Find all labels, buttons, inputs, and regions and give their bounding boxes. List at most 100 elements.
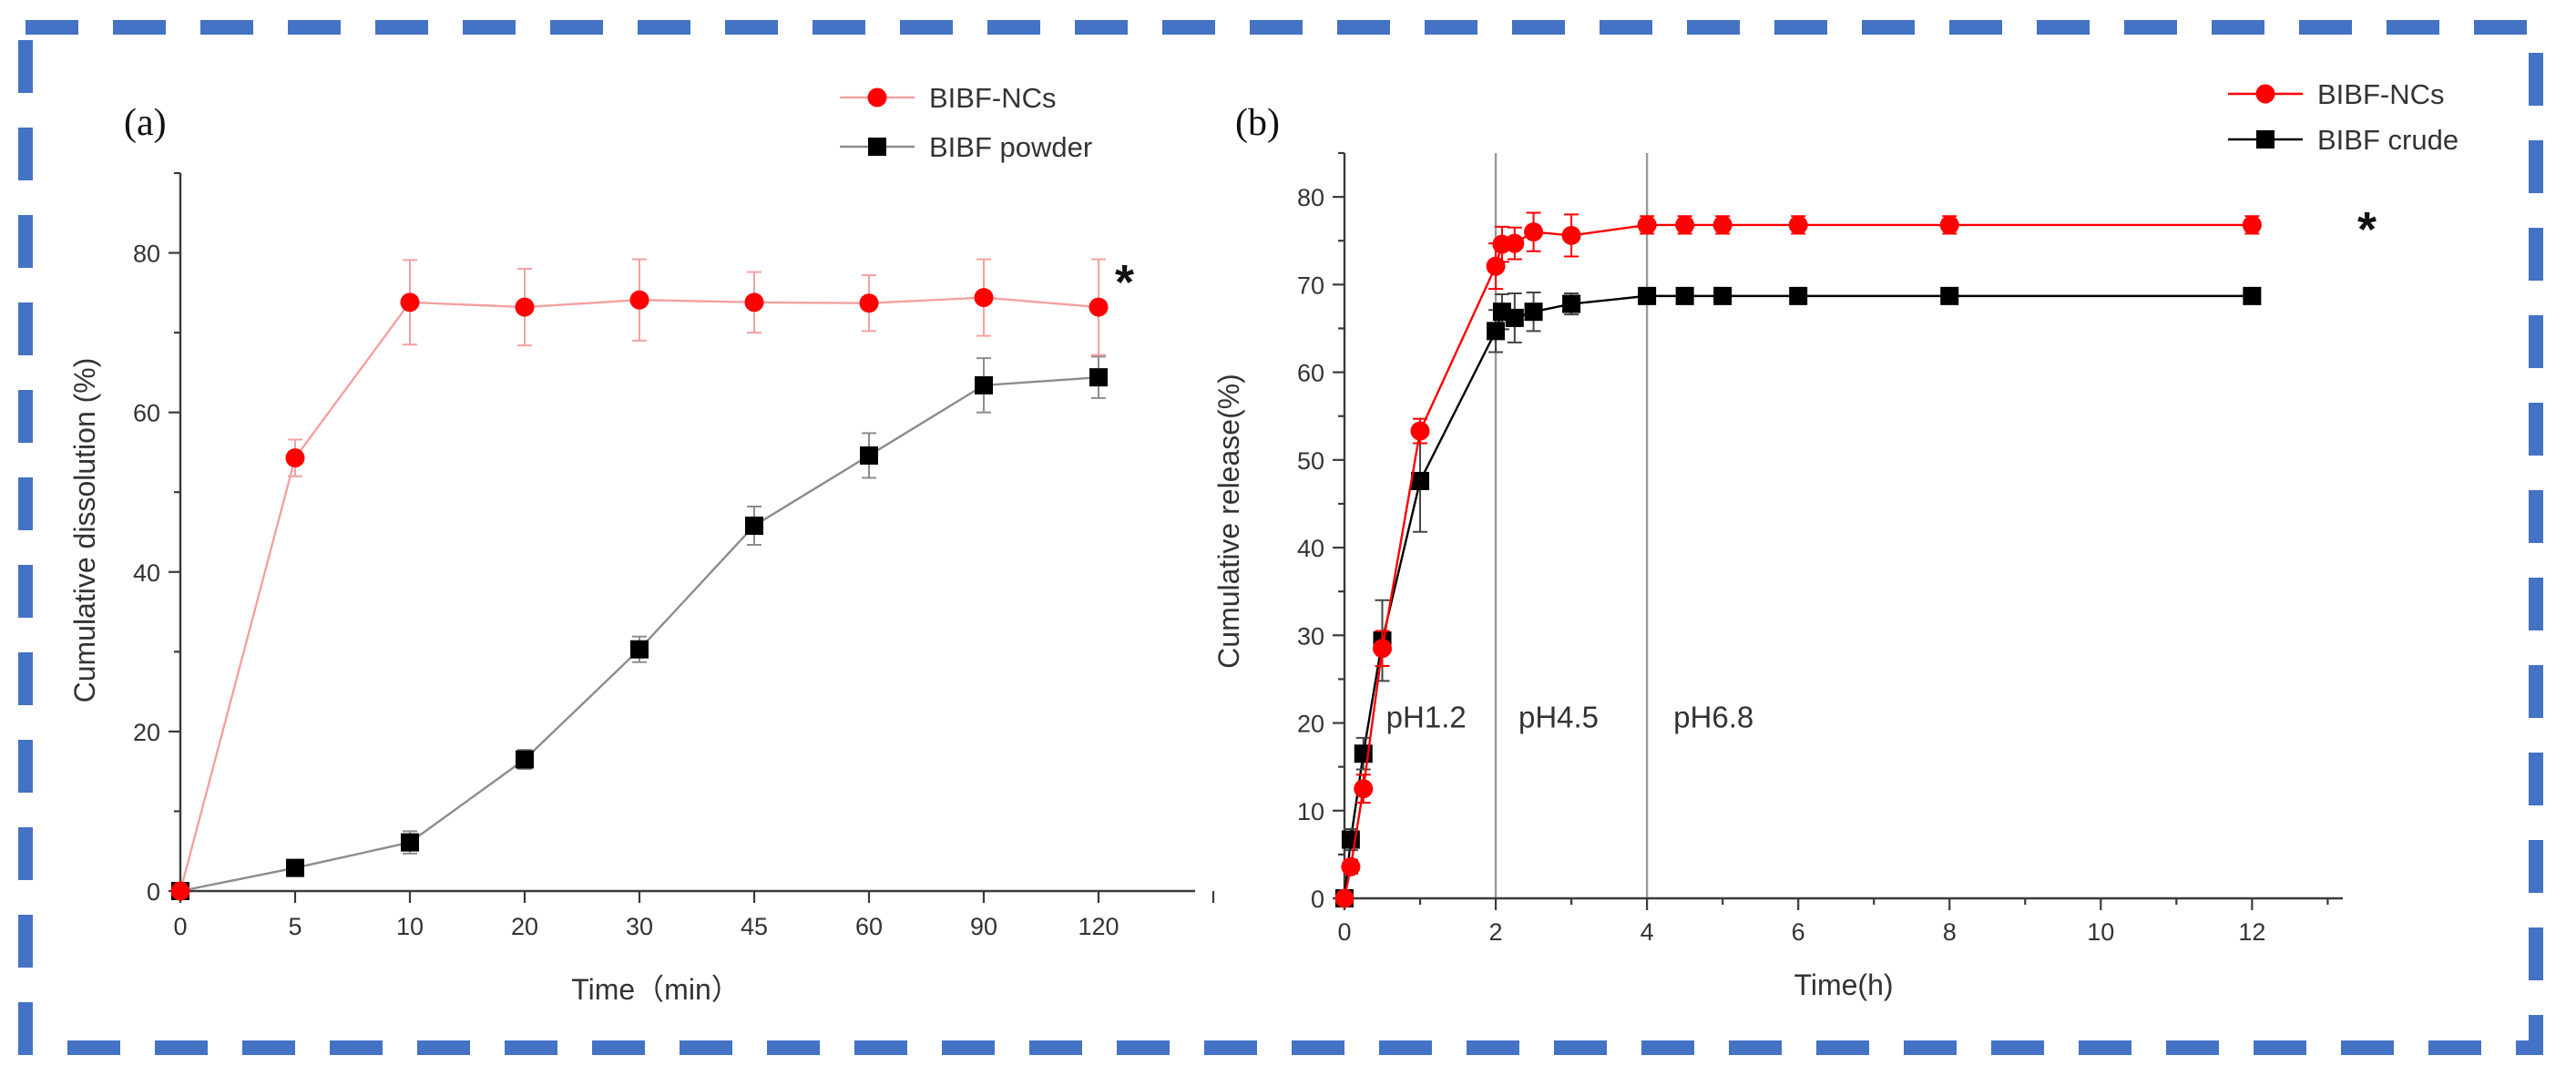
legend-marker-powder	[868, 138, 886, 156]
legend-label-nc-b: BIBF-NCs	[2317, 78, 2445, 110]
panel-a-y-tick-label: 40	[133, 559, 160, 587]
panel-b-phase-label: pH1.2	[1386, 700, 1467, 733]
panel-b-point-nc	[1354, 779, 1374, 799]
panel-b-point-nc	[1939, 215, 1959, 235]
panel-b-point-nc	[1788, 215, 1808, 235]
panel-b-y-tick-label: 70	[1297, 272, 1324, 299]
panel-b-x-tick-label: 6	[1792, 918, 1805, 946]
panel-a-x-tick-label: 120	[1078, 913, 1119, 940]
panel-b-point-nc	[1341, 856, 1361, 876]
legend-marker-nc-b	[2255, 84, 2275, 104]
panel-b-y-tick-label: 60	[1297, 360, 1324, 387]
panel-b-point-nc	[1524, 222, 1544, 242]
panel-b-point-crude	[1411, 471, 1430, 490]
panel-a-point-powder	[516, 750, 534, 769]
panel-a-series	[170, 258, 1109, 901]
legend-marker-crude-b	[2256, 130, 2274, 149]
dashed-frame	[18, 20, 2543, 1055]
legend-label-powder: BIBF powder	[929, 131, 1092, 163]
panel-a-series-line-powder	[179, 375, 1099, 893]
panel-a-ticks: 0 5 10 20 30 45 60 90 120 0 20 40 60 80	[133, 171, 1215, 940]
panel-b-x-tick-label: 0	[1337, 918, 1351, 946]
panel-b-point-crude	[1713, 286, 1733, 305]
panel-a-series-line-nc	[179, 296, 1099, 892]
panel-a-x-tick-label: 30	[626, 913, 653, 940]
panel-a-y-tick-label: 20	[133, 719, 160, 746]
panel-a-point-nc	[629, 290, 649, 310]
panel-a-point-powder	[975, 375, 993, 395]
panel-b-label: (b)	[1235, 102, 1280, 144]
panel-b-y-tick-label: 20	[1297, 711, 1324, 738]
panel-b-x-tick-label: 10	[2087, 918, 2114, 946]
panel-b-xlabel: Time(h)	[1794, 968, 1893, 1001]
panel-b-phase-labels: pH1.2 pH4.5 pH6.8	[1386, 700, 1754, 733]
panel-b-point-crude	[1638, 286, 1657, 305]
panel-a-point-nc	[859, 293, 879, 313]
panel-b-point-crude	[2243, 286, 2262, 305]
panel-b-point-crude	[1562, 294, 1581, 313]
panel-a-point-nc	[170, 881, 190, 901]
panel-a: (a) 0 5 10 20 30 45 60 90 120 0 20 40 60 80 Time（min）…	[68, 82, 1215, 1006]
panel-a-point-nc	[1089, 297, 1109, 317]
panel-b-y-tick-label: 30	[1297, 622, 1324, 650]
panel-a-point-powder	[630, 640, 649, 659]
panel-a-x-tick-label: 60	[855, 913, 883, 940]
panel-b-y-tick-label: 80	[1297, 184, 1324, 211]
panel-b-series-line-crude	[1343, 294, 2253, 899]
panel-b: (b) 0 2 4 6 8 10 12 0 10 20 30 40 50 60 70 80 pH1.2 pH4.…	[1212, 78, 2458, 1001]
panel-a-point-nc	[515, 297, 535, 317]
panel-b-point-nc	[2242, 215, 2262, 235]
panel-a-point-powder	[860, 446, 878, 465]
panel-a-point-powder	[1089, 368, 1108, 387]
panel-a-y-tick-label: 80	[133, 241, 160, 268]
panel-b-point-crude	[1487, 322, 1506, 341]
panel-b-y-tick-label: 10	[1297, 798, 1324, 825]
panel-b-phase-label: pH4.5	[1518, 700, 1599, 733]
panel-b-y-tick-label: 0	[1311, 886, 1324, 913]
legend-marker-nc	[867, 87, 887, 108]
panel-a-xlabel: Time（min）	[571, 973, 741, 1006]
legend-label-crude-b: BIBF crude	[2317, 124, 2458, 156]
panel-b-ylabel: Cumulative release(%)	[1212, 374, 1245, 669]
panel-b-point-crude	[1940, 286, 1959, 305]
panel-b-x-tick-label: 4	[1641, 918, 1654, 946]
panel-a-x-tick-label: 20	[511, 913, 538, 940]
panel-b-point-crude	[1675, 286, 1694, 305]
panel-b-point-nc	[1712, 215, 1733, 235]
panel-b-significance-star: *	[2357, 202, 2377, 257]
panel-a-point-nc	[744, 292, 764, 313]
panel-b-phase-label: pH6.8	[1673, 700, 1753, 733]
panel-a-axes	[179, 173, 1195, 893]
panel-b-series	[1334, 211, 2262, 908]
panel-b-point-nc	[1410, 421, 1430, 441]
panel-a-ylabel: Cumulative dissolution (%)	[68, 358, 101, 703]
panel-b-point-crude	[1524, 302, 1543, 322]
panel-b-point-crude	[1505, 308, 1524, 327]
panel-a-point-powder	[745, 516, 763, 535]
panel-a-legend: BIBF-NCs BIBF powder	[840, 82, 1092, 163]
panel-a-y-tick-label: 60	[133, 400, 160, 427]
panel-b-point-nc	[1486, 256, 1506, 276]
panel-a-y-tick-label: 0	[147, 878, 160, 906]
panel-a-label: (a)	[124, 102, 167, 144]
panel-b-point-nc	[1675, 215, 1695, 235]
panel-b-x-tick-label: 12	[2238, 918, 2265, 946]
panel-b-point-nc	[1334, 888, 1354, 908]
panel-b-point-nc	[1373, 639, 1393, 659]
panel-b-y-tick-label: 40	[1297, 535, 1324, 562]
panel-a-point-powder	[286, 858, 304, 877]
panel-b-series-line-nc	[1343, 223, 2253, 899]
panel-a-x-tick-label: 5	[288, 913, 302, 940]
legend-label-nc: BIBF-NCs	[929, 82, 1057, 114]
panel-a-significance-star: *	[1115, 255, 1134, 310]
panel-b-point-nc	[1505, 233, 1525, 253]
panel-a-point-powder	[401, 833, 419, 852]
panel-b-phase-lines	[1494, 153, 1649, 898]
panel-b-legend: BIBF-NCs BIBF crude	[2228, 78, 2458, 156]
panel-a-x-tick-label: 10	[396, 913, 424, 940]
panel-b-x-tick-label: 8	[1943, 918, 1957, 946]
panel-b-y-tick-label: 50	[1297, 447, 1324, 475]
panel-a-x-tick-label: 45	[741, 913, 768, 940]
panel-b-x-tick-label: 2	[1489, 918, 1503, 946]
